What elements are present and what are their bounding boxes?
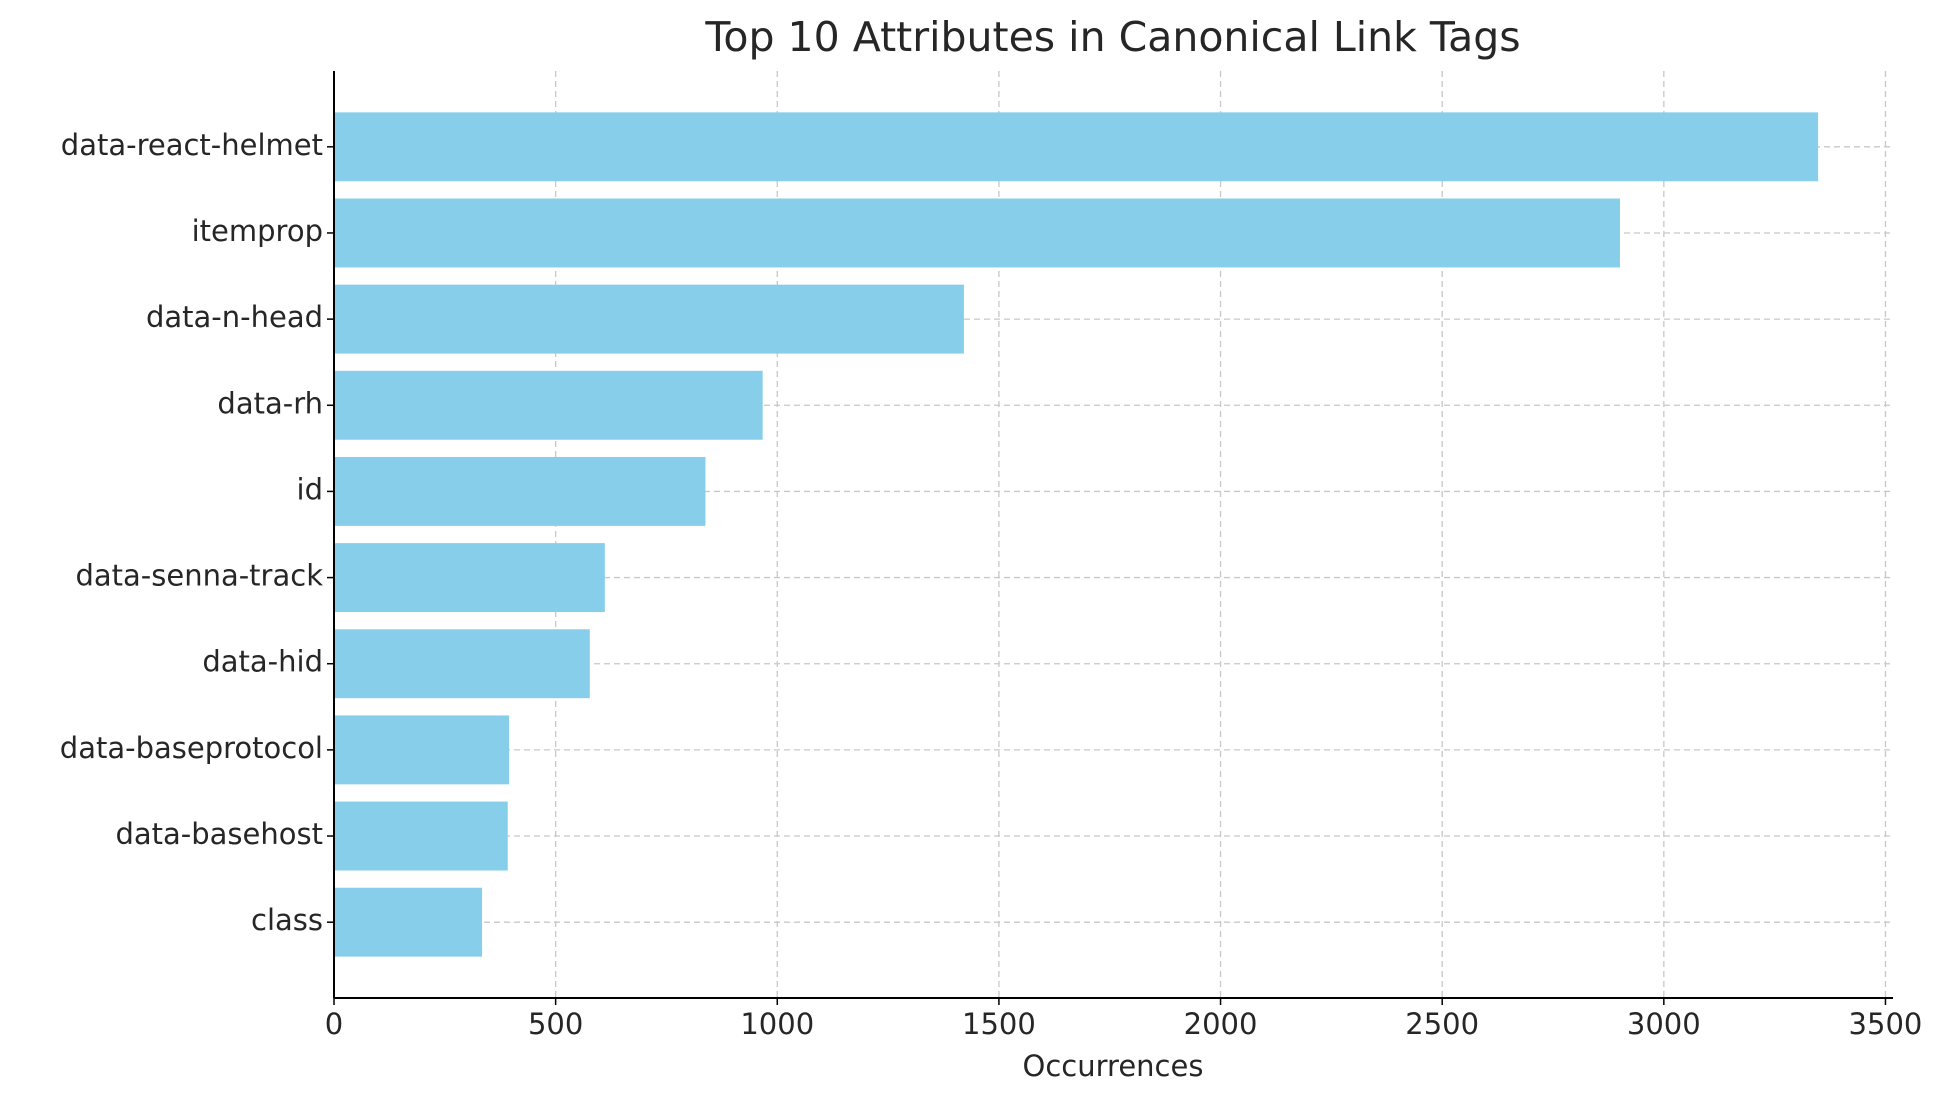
x-tick-label: 500 xyxy=(528,1007,583,1041)
y-tick-label: class xyxy=(251,903,323,937)
y-tick-label: data-baseprotocol xyxy=(60,731,323,765)
x-tick-label: 1000 xyxy=(740,1007,814,1041)
bar xyxy=(334,715,510,785)
bar xyxy=(334,370,763,440)
bar xyxy=(334,801,508,871)
x-tick-label: 1500 xyxy=(962,1007,1036,1041)
bar xyxy=(334,284,964,354)
x-tick-label: 3500 xyxy=(1849,1007,1923,1041)
x-tick-label: 0 xyxy=(325,1007,343,1041)
bar xyxy=(334,543,605,613)
y-tick-label: id xyxy=(297,472,323,506)
x-tick-label: 2000 xyxy=(1184,1007,1258,1041)
y-tick-label: itemprop xyxy=(192,214,323,248)
bar xyxy=(334,198,1620,268)
y-tick-label: data-hid xyxy=(202,645,323,679)
bar xyxy=(334,456,706,526)
x-tick-label: 2500 xyxy=(1405,1007,1479,1041)
bar xyxy=(334,887,483,957)
bar xyxy=(334,629,590,699)
y-tick-label: data-n-head xyxy=(146,300,323,334)
y-tick-label: data-rh xyxy=(217,386,323,420)
y-tick-label: data-senna-track xyxy=(75,559,323,593)
y-tick-label: data-basehost xyxy=(115,817,323,851)
x-tick-label: 3000 xyxy=(1627,1007,1701,1041)
chart-title: Top 10 Attributes in Canonical Link Tags xyxy=(704,13,1520,61)
x-axis-label: Occurrences xyxy=(1023,1049,1204,1083)
y-tick-label: data-react-helmet xyxy=(61,128,323,162)
bar xyxy=(334,112,1819,182)
